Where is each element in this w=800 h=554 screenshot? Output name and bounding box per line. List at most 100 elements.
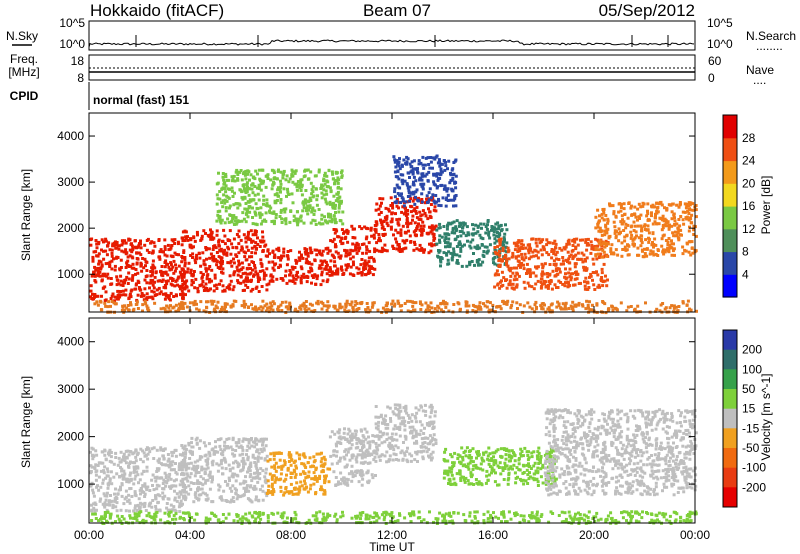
data-cell bbox=[426, 201, 429, 204]
data-cell bbox=[374, 426, 378, 430]
data-cell bbox=[93, 293, 97, 296]
data-cell bbox=[656, 206, 659, 210]
data-cell bbox=[586, 237, 590, 241]
data-cell bbox=[324, 189, 328, 193]
data-cell bbox=[348, 441, 352, 445]
data-cell bbox=[660, 244, 664, 248]
data-cell bbox=[270, 211, 274, 215]
data-cell bbox=[320, 191, 324, 195]
data-cell bbox=[336, 251, 340, 255]
data-cell bbox=[203, 481, 207, 485]
data-cell bbox=[171, 239, 175, 243]
data-cell bbox=[263, 304, 267, 308]
data-cell bbox=[109, 451, 113, 454]
data-cell bbox=[346, 478, 350, 482]
data-cell bbox=[255, 438, 259, 442]
data-cell bbox=[333, 245, 337, 249]
data-cell bbox=[400, 164, 404, 168]
data-cell bbox=[568, 284, 572, 287]
data-cell bbox=[219, 221, 223, 225]
data-cell bbox=[320, 470, 324, 474]
data-cell bbox=[208, 265, 212, 268]
data-cell bbox=[182, 251, 186, 254]
data-cell bbox=[124, 495, 128, 499]
data-cell bbox=[174, 484, 178, 488]
data-cell bbox=[408, 299, 412, 303]
data-cell bbox=[501, 246, 505, 250]
data-cell bbox=[555, 305, 559, 309]
data-cell bbox=[427, 198, 431, 202]
data-cell bbox=[603, 245, 607, 249]
data-cell bbox=[236, 173, 240, 176]
data-cell bbox=[177, 307, 181, 311]
data-cell bbox=[272, 474, 276, 478]
data-cell bbox=[365, 235, 369, 239]
data-cell bbox=[281, 464, 285, 468]
data-cell bbox=[584, 276, 588, 280]
data-cell bbox=[435, 228, 439, 232]
data-cell bbox=[217, 244, 221, 248]
data-cell bbox=[290, 168, 294, 172]
data-cell bbox=[200, 468, 204, 472]
data-cell bbox=[557, 302, 561, 306]
data-cell bbox=[393, 160, 397, 164]
data-cell bbox=[640, 234, 644, 238]
data-cell bbox=[349, 257, 353, 261]
data-cell bbox=[662, 219, 666, 223]
data-cell bbox=[425, 172, 429, 176]
data-cell bbox=[505, 257, 509, 261]
data-cell bbox=[250, 444, 254, 448]
data-cell bbox=[661, 224, 665, 227]
data-cell bbox=[320, 273, 324, 277]
data-cell bbox=[398, 248, 402, 251]
data-cell bbox=[478, 301, 482, 305]
data-cell bbox=[107, 300, 111, 304]
data-cell bbox=[479, 263, 483, 267]
freq-tick-bottom: 8 bbox=[77, 71, 84, 85]
data-cell bbox=[634, 215, 638, 219]
data-cell bbox=[255, 471, 259, 474]
data-cell bbox=[328, 186, 332, 190]
data-cell bbox=[167, 294, 171, 298]
data-cell bbox=[166, 453, 170, 456]
data-cell bbox=[328, 266, 332, 270]
data-cell bbox=[251, 183, 255, 187]
data-cell bbox=[420, 228, 424, 232]
data-cell bbox=[329, 454, 333, 458]
data-cell bbox=[278, 458, 282, 462]
data-cell bbox=[185, 279, 189, 283]
data-cell bbox=[231, 214, 235, 218]
data-cell bbox=[305, 280, 309, 284]
data-cell bbox=[208, 487, 212, 491]
data-cell bbox=[158, 279, 162, 283]
data-cell bbox=[540, 272, 544, 276]
data-cell bbox=[540, 253, 544, 257]
data-cell bbox=[435, 174, 439, 178]
data-cell bbox=[564, 245, 568, 249]
data-cell bbox=[488, 236, 492, 240]
data-cell bbox=[128, 254, 132, 258]
data-cell bbox=[90, 274, 94, 278]
data-cell bbox=[306, 168, 310, 172]
data-cell bbox=[210, 302, 214, 306]
data-cell bbox=[93, 467, 97, 470]
data-cell bbox=[155, 288, 159, 292]
data-cell bbox=[261, 469, 265, 473]
data-cell bbox=[279, 258, 283, 262]
data-cell bbox=[579, 257, 583, 261]
data-cell bbox=[683, 248, 687, 252]
data-cell bbox=[554, 246, 558, 250]
data-cell bbox=[534, 241, 538, 245]
data-cell bbox=[284, 222, 288, 226]
data-cell bbox=[672, 212, 676, 216]
data-cell bbox=[364, 267, 368, 271]
data-cell bbox=[261, 249, 265, 253]
data-cell bbox=[511, 271, 515, 275]
data-cell bbox=[113, 302, 117, 306]
data-cell bbox=[355, 437, 359, 441]
data-cell bbox=[424, 446, 428, 450]
data-cell bbox=[183, 281, 187, 285]
data-cell bbox=[366, 469, 370, 473]
data-cell bbox=[339, 187, 343, 191]
data-cell bbox=[571, 244, 575, 247]
